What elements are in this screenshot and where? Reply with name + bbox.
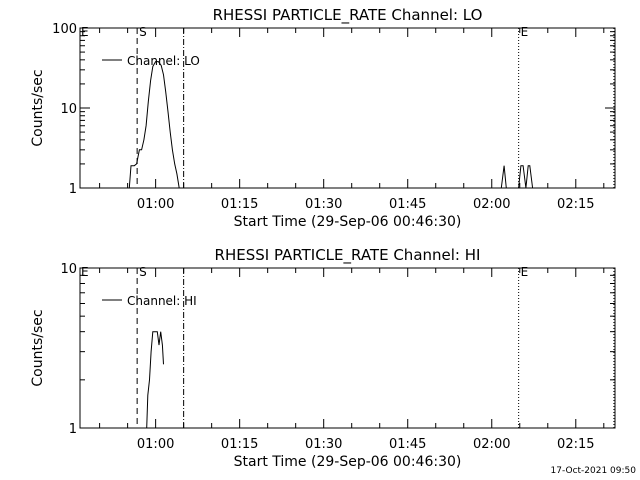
panel-1-marker-label: S (139, 25, 147, 39)
panel-1-series-line-segment-1 (128, 61, 180, 189)
panel-1-y-tick-label: 1 (69, 182, 77, 197)
panel-1-x-tick-label: 02:15 (557, 197, 594, 212)
panel-2-y-tick-label: 10 (60, 262, 77, 277)
panel-2-marker-label: E (521, 265, 529, 279)
panel-2-x-tick-label: 01:15 (221, 437, 258, 452)
panel-1-x-tick-label: 01:30 (305, 197, 342, 212)
panel-1-y-tick-label: 10 (60, 102, 77, 117)
footer-timestamp: 17-Oct-2021 09:50 (551, 466, 637, 476)
panel-2-x-axis-label: Start Time (29-Sep-06 00:46:30) (234, 454, 462, 470)
panel-1-series-line-segment-2 (500, 165, 507, 189)
panel-2-x-tick-label: 01:00 (137, 437, 174, 452)
panel-2-plot-frame (79, 267, 616, 429)
panel-2-y-axis-label: Counts/sec (30, 309, 46, 386)
panel-1-marker-label: E (521, 25, 529, 39)
panel-2-x-tick-label: 01:45 (389, 437, 426, 452)
panel-1-x-tick-label: 01:45 (389, 197, 426, 212)
panel-1-title: RHESSI PARTICLE_RATE Channel: LO (213, 6, 483, 25)
panel-1-x-tick-label: 02:00 (473, 197, 510, 212)
panel-1-y-axis-label: Counts/sec (30, 69, 46, 146)
panel-1-y-tick-label: 100 (52, 22, 77, 37)
panel-2-title: RHESSI PARTICLE_RATE Channel: HI (215, 246, 481, 265)
panel-2-x-tick-label: 01:30 (305, 437, 342, 452)
panel-1-marker-label: E (81, 25, 89, 39)
panel-1-x-axis-label: Start Time (29-Sep-06 00:46:30) (234, 214, 462, 230)
panel-2-x-tick-label: 02:15 (557, 437, 594, 452)
panel-2-x-tick-label: 02:00 (473, 437, 510, 452)
panel-2-marker-label: S (139, 265, 147, 279)
panel-1-series-line-segment-3 (518, 165, 534, 189)
panel-1-x-tick-label: 01:00 (137, 197, 174, 212)
panel-2-legend-label: Channel: HI (127, 294, 197, 308)
panel-1-x-tick-label: 01:15 (221, 197, 258, 212)
panel-1-legend-label: Channel: LO (127, 54, 200, 68)
panel-2-marker-label: E (81, 265, 89, 279)
panel-1: RHESSI PARTICLE_RATE Channel: LO Start Ti… (30, 6, 616, 230)
panel-2-series-line-segment-1 (146, 331, 164, 429)
panel-2-y-tick-label: 1 (69, 422, 77, 437)
panel-2: RHESSI PARTICLE_RATE Channel: HI Start Ti… (30, 246, 616, 470)
